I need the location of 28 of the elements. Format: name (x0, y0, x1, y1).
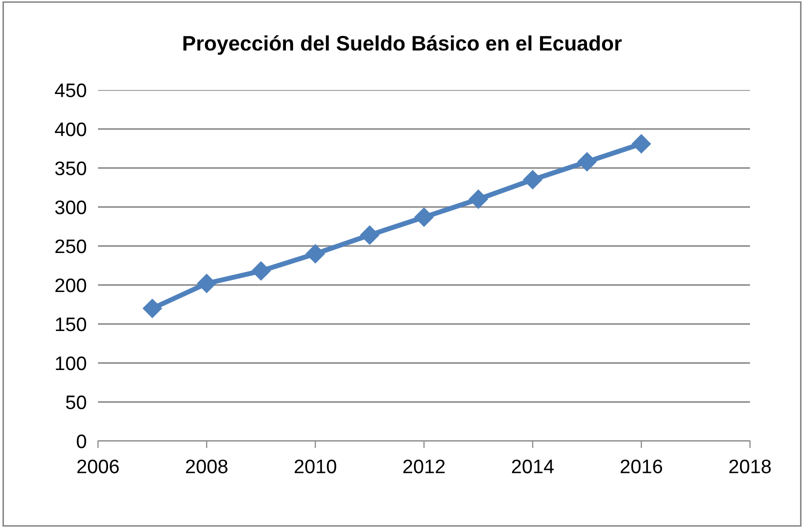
y-tick-label: 200 (55, 278, 86, 292)
y-tick-label: 250 (55, 239, 86, 254)
x-tick-label: 2014 (512, 460, 554, 474)
y-tick-label: 450 (54, 83, 86, 98)
point (632, 134, 651, 154)
point (306, 244, 325, 264)
point (523, 170, 542, 190)
y-tick-label: 50 (66, 395, 86, 410)
y-tick-label: 350 (55, 161, 86, 176)
x-tick-label: 2012 (403, 460, 445, 474)
y-tick-label: 150 (56, 317, 86, 332)
x-tick-label: 2016 (620, 460, 662, 474)
y-tick-label: 300 (55, 200, 86, 214)
x-tick-label: 2008 (186, 460, 228, 474)
point (468, 190, 488, 209)
y-tick-label: 0 (76, 434, 86, 448)
x-tick-label: 2010 (294, 460, 336, 474)
x-tick-label: 2006 (77, 460, 119, 474)
y-tick-label: 100 (56, 356, 86, 370)
point (142, 298, 162, 318)
x-tick-label: 2018 (729, 460, 771, 474)
chart-title: Proyección del Sueldo Básico en el Ecuador (183, 35, 622, 55)
point (577, 152, 597, 172)
y-tick-label: 400 (54, 122, 86, 136)
point (251, 261, 271, 280)
point (360, 226, 380, 245)
point (197, 274, 216, 293)
point (414, 208, 434, 227)
